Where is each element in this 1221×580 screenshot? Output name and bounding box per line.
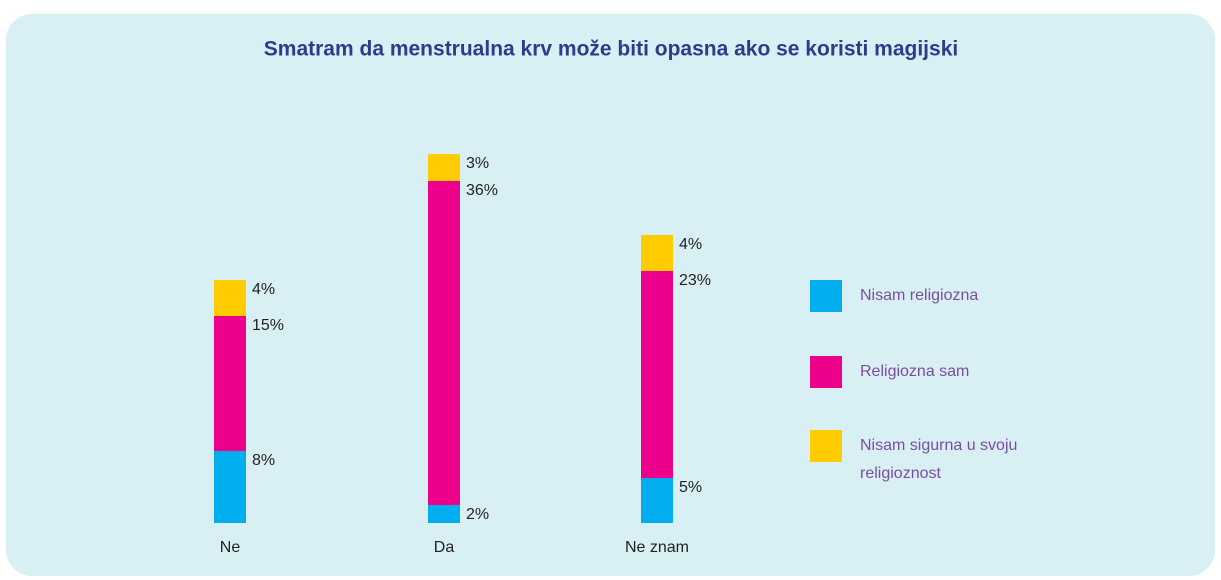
legend-swatch (810, 356, 842, 388)
bar-segment (428, 181, 460, 505)
bar-segment (214, 451, 246, 523)
value-label: 15% (252, 317, 284, 334)
value-label: 3% (466, 155, 489, 172)
value-label: 23% (679, 272, 711, 289)
legend-swatch (810, 430, 842, 462)
value-label: 36% (466, 182, 498, 199)
chart-panel (6, 14, 1215, 576)
x-tick-label: Ne (220, 539, 241, 556)
legend-swatch (810, 280, 842, 312)
bar-segment (428, 154, 460, 181)
chart-title: Smatram da menstrualna krv može biti opa… (264, 38, 958, 61)
value-label: 2% (466, 506, 489, 523)
bar-segment (641, 478, 673, 523)
x-tick-label: Ne znam (625, 539, 689, 556)
bar-segment (641, 271, 673, 478)
bar-segment (428, 505, 460, 523)
bar-segment (214, 280, 246, 316)
legend-label: Nisam religiozna (860, 287, 979, 304)
value-label: 4% (252, 281, 275, 298)
value-label: 5% (679, 479, 702, 496)
legend-label: Nisam sigurna u svoju religioznost (860, 437, 1018, 482)
value-label: 4% (679, 236, 702, 253)
bar-segment (214, 316, 246, 451)
legend-label: Religiozna sam (860, 363, 970, 380)
value-label: 8% (252, 452, 275, 469)
x-tick-label: Da (434, 539, 455, 556)
bar-segment (641, 235, 673, 271)
